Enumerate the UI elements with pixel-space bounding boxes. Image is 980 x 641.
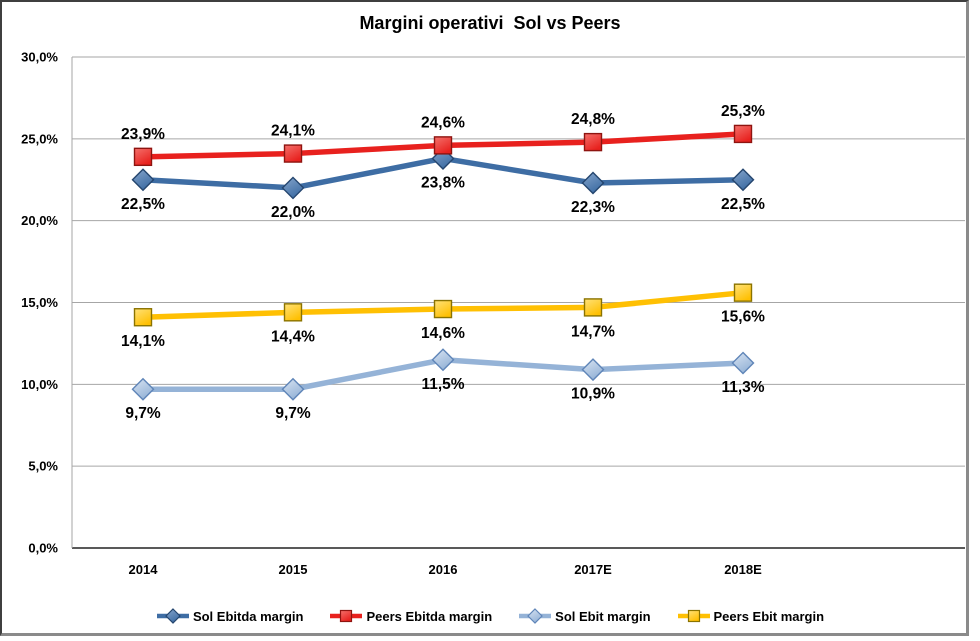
legend-label: Peers Ebit margin xyxy=(713,608,825,624)
data-label: 24,1% xyxy=(271,123,315,140)
legend-label: Peers Ebitda margin xyxy=(366,608,493,624)
legend-marker-shape xyxy=(687,609,700,623)
y-tick-label: 5,0% xyxy=(28,459,58,474)
legend-diamond-marker-icon xyxy=(519,608,552,624)
legend-label: Sol Ebit margin xyxy=(555,608,651,624)
marker-square xyxy=(733,283,753,302)
legend-square-marker-icon xyxy=(677,609,710,623)
data-label: 14,7% xyxy=(571,323,615,340)
data-label: 11,5% xyxy=(421,376,464,393)
marker-square xyxy=(433,299,453,319)
marker-square xyxy=(283,144,303,163)
data-label: 23,9% xyxy=(121,126,165,143)
marker-diamond xyxy=(431,348,455,372)
data-label: 25,3% xyxy=(721,103,765,120)
data-label: 9,7% xyxy=(125,405,161,422)
legend-item-peers-ebit-margin: Peers Ebit margin xyxy=(677,607,825,625)
marker-square xyxy=(583,298,603,317)
chart-title: Margini operativi Sol vs Peers xyxy=(359,13,621,33)
data-label: 11,3% xyxy=(721,379,764,396)
x-tick-label: 2017E xyxy=(574,562,612,577)
data-label: 15,6% xyxy=(721,309,765,326)
marker-square xyxy=(133,147,153,167)
legend-square-marker-icon xyxy=(330,609,363,623)
y-tick-label: 10,0% xyxy=(21,377,58,392)
marker-diamond xyxy=(731,168,755,192)
y-tick-label: 20,0% xyxy=(21,213,58,228)
marker-square xyxy=(583,132,603,152)
marker-square xyxy=(733,124,753,144)
data-label: 22,5% xyxy=(721,196,765,213)
marker-diamond xyxy=(131,168,155,192)
legend-diamond-marker-icon xyxy=(156,608,189,624)
marker-diamond xyxy=(731,351,755,375)
data-label: 22,5% xyxy=(121,196,165,213)
legend-label: Sol Ebitda margin xyxy=(192,608,304,624)
y-tick-label: 0,0% xyxy=(28,541,58,556)
marker-diamond xyxy=(581,358,605,382)
y-tick-label: 15,0% xyxy=(21,295,58,310)
x-tick-label: 2016 xyxy=(429,562,458,577)
data-label: 14,1% xyxy=(121,333,165,350)
data-label: 14,6% xyxy=(421,325,465,342)
marker-diamond xyxy=(281,176,305,200)
marker-diamond xyxy=(131,377,155,401)
marker-square xyxy=(133,308,153,327)
x-tick-label: 2014 xyxy=(129,562,159,577)
marker-diamond xyxy=(581,171,605,195)
legend-item-sol-ebitda-margin: Sol Ebitda margin xyxy=(156,607,304,625)
legend-marker-shape xyxy=(165,608,181,624)
legend: Sol Ebitda margin Peers Ebitda margin Sol … xyxy=(0,599,980,633)
legend-item-sol-ebit-margin: Sol Ebit margin xyxy=(518,607,651,625)
data-label: 24,8% xyxy=(571,111,615,128)
data-label: 22,0% xyxy=(271,204,315,221)
data-label: 22,3% xyxy=(571,199,615,216)
data-label: 14,4% xyxy=(271,328,315,345)
x-tick-label: 2018E xyxy=(724,562,762,577)
legend-marker-shape xyxy=(527,608,544,624)
x-tick-label: 2015 xyxy=(279,562,308,577)
marker-diamond xyxy=(281,377,305,401)
data-label: 9,7% xyxy=(275,405,311,422)
legend-marker-shape xyxy=(340,609,353,623)
marker-square xyxy=(283,303,303,322)
data-label: 10,9% xyxy=(571,386,615,403)
marker-square xyxy=(433,136,453,155)
legend-item-peers-ebitda-margin: Peers Ebitda margin xyxy=(329,607,492,625)
y-tick-label: 30,0% xyxy=(21,50,58,65)
data-label: 23,8% xyxy=(421,174,465,191)
data-label: 24,6% xyxy=(421,114,465,131)
y-tick-label: 25,0% xyxy=(21,131,58,146)
